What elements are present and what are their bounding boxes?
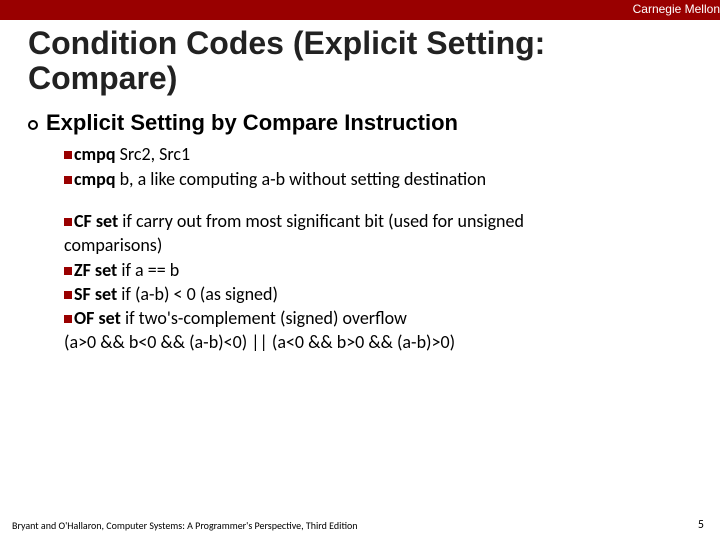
- top-bar: Carnegie Mellon: [0, 0, 720, 20]
- page-number: 5: [698, 518, 704, 532]
- spacer: [28, 191, 692, 209]
- footer-citation: Bryant and O'Hallaron, Computer Systems:…: [12, 519, 358, 532]
- bullet-item: cmpq b, a like computing a-b without set…: [64, 167, 692, 191]
- square-bullet-icon: [64, 315, 72, 323]
- circle-bullet-icon: [28, 120, 38, 130]
- square-bullet-icon: [64, 176, 72, 184]
- bullet-group-a: cmpq Src2, Src1 cmpq b, a like computing…: [28, 142, 692, 191]
- bullet-item: SF set if (a-b) < 0 (as signed): [64, 282, 692, 306]
- section-heading: Explicit Setting by Compare Instruction: [46, 110, 458, 136]
- bullet-lead: ZF set: [74, 259, 117, 281]
- square-bullet-icon: [64, 151, 72, 159]
- bullet-rest: if a == b: [117, 259, 179, 281]
- bullet-item: ZF set if a == b: [64, 258, 692, 282]
- slide-content: Explicit Setting by Compare Instruction …: [0, 102, 720, 354]
- bullet-rest: if two's-complement (signed) overflow: [121, 307, 407, 329]
- bullet-rest: Src2, Src1: [116, 143, 191, 165]
- square-bullet-icon: [64, 218, 72, 226]
- slide-title: Condition Codes (Explicit Setting: Compa…: [0, 20, 720, 102]
- bullet-lead: CF set: [74, 210, 118, 232]
- institution-label: Carnegie Mellon: [633, 2, 720, 16]
- bullet-item: cmpq Src2, Src1: [64, 142, 692, 166]
- bullet-lead: OF set: [74, 307, 121, 329]
- bullet-lead: cmpq: [74, 168, 116, 190]
- bullet-cont: (a>0 && b<0 && (a-b)<0) || (a<0 && b>0 &…: [64, 330, 692, 354]
- bullet-rest: b, a like computing a-b without setting …: [116, 168, 487, 190]
- bullet-rest: if carry out from most significant bit (…: [118, 210, 524, 232]
- title-line-2: Compare): [28, 60, 177, 96]
- bullet-lead: SF set: [74, 283, 117, 305]
- section-row: Explicit Setting by Compare Instruction: [28, 110, 692, 136]
- square-bullet-icon: [64, 291, 72, 299]
- bullet-item: CF set if carry out from most significan…: [64, 209, 692, 258]
- bullet-cont: comparisons): [64, 233, 692, 257]
- bullet-group-b: CF set if carry out from most significan…: [28, 209, 692, 355]
- square-bullet-icon: [64, 267, 72, 275]
- bullet-lead: cmpq: [74, 143, 116, 165]
- title-line-1: Condition Codes (Explicit Setting:: [28, 25, 545, 61]
- bullet-rest: if (a-b) < 0 (as signed): [117, 283, 278, 305]
- bullet-item: OF set if two's-complement (signed) over…: [64, 306, 692, 355]
